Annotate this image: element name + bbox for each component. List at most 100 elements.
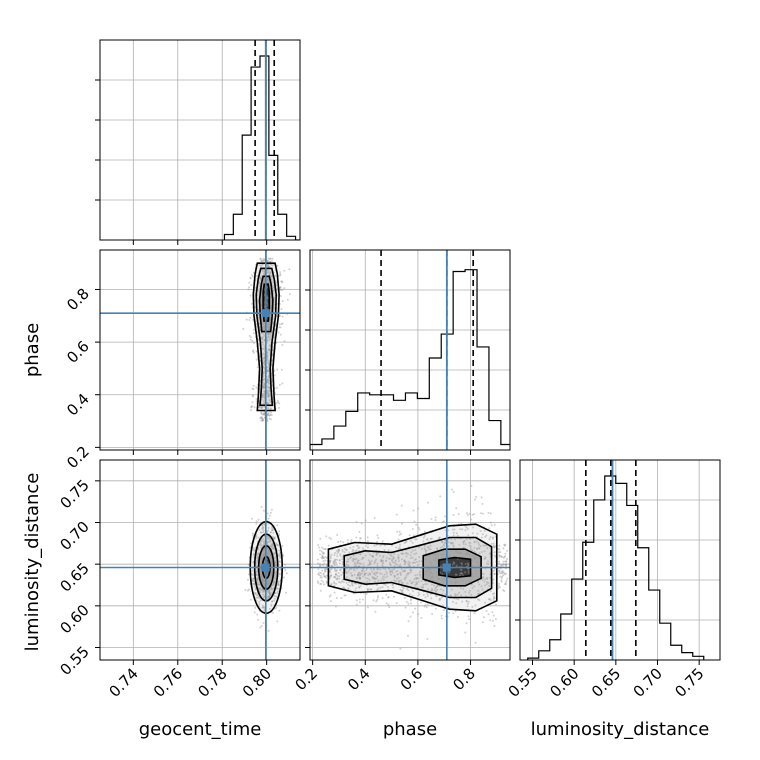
scatter-point bbox=[498, 555, 501, 558]
scatter-point bbox=[271, 547, 274, 550]
scatter-point bbox=[267, 526, 270, 529]
scatter-point bbox=[263, 405, 266, 408]
scatter-point bbox=[373, 572, 376, 575]
scatter-point bbox=[388, 606, 391, 609]
scatter-point bbox=[358, 577, 361, 580]
scatter-point bbox=[323, 548, 326, 551]
scatter-point bbox=[274, 564, 277, 567]
scatter-point bbox=[325, 556, 328, 559]
scatter-point bbox=[473, 546, 476, 549]
scatter-point bbox=[452, 545, 455, 548]
scatter-point bbox=[491, 536, 494, 539]
contour-line bbox=[438, 556, 472, 579]
scatter-point bbox=[451, 600, 454, 603]
scatter-point bbox=[262, 582, 265, 585]
scatter-point bbox=[440, 596, 443, 599]
scatter-point bbox=[252, 549, 255, 552]
scatter-point bbox=[324, 575, 327, 578]
scatter-point bbox=[447, 545, 450, 548]
scatter-point bbox=[263, 353, 266, 356]
scatter-point bbox=[492, 597, 495, 600]
scatter-point bbox=[473, 585, 476, 588]
y-tick-label: 0.55 bbox=[56, 643, 92, 679]
scatter-point bbox=[421, 586, 424, 589]
scatter-point bbox=[250, 336, 253, 339]
scatter-point bbox=[256, 579, 259, 582]
scatter-point bbox=[259, 562, 262, 565]
scatter-point bbox=[269, 539, 272, 542]
scatter-point bbox=[266, 295, 269, 298]
scatter-point bbox=[270, 562, 273, 565]
scatter-point bbox=[361, 598, 364, 601]
scatter-point bbox=[381, 540, 384, 543]
scatter-point bbox=[499, 563, 502, 566]
scatter-point bbox=[412, 611, 415, 614]
truth-marker bbox=[442, 563, 451, 572]
scatter-point bbox=[263, 548, 266, 551]
scatter-point bbox=[450, 588, 453, 591]
scatter-point bbox=[323, 568, 326, 571]
scatter-point bbox=[259, 557, 262, 560]
scatter-point bbox=[276, 590, 279, 593]
scatter-point bbox=[383, 548, 386, 551]
scatter-point bbox=[348, 551, 351, 554]
scatter-point bbox=[493, 523, 496, 526]
scatter-point bbox=[343, 586, 346, 589]
scatter-point bbox=[250, 405, 253, 408]
scatter-point bbox=[362, 556, 365, 559]
scatter-point bbox=[275, 595, 278, 598]
scatter-point bbox=[375, 558, 378, 561]
scatter-point bbox=[452, 491, 455, 494]
scatter-point bbox=[268, 607, 271, 610]
scatter-point bbox=[333, 582, 336, 585]
scatter-point bbox=[273, 374, 276, 377]
scatter-point bbox=[276, 368, 279, 371]
scatter-point bbox=[452, 544, 455, 547]
scatter-point bbox=[410, 582, 413, 585]
scatter-point bbox=[284, 569, 287, 572]
scatter-point bbox=[414, 583, 417, 586]
scatter-point bbox=[324, 548, 327, 551]
scatter-point bbox=[269, 407, 272, 410]
scatter-point bbox=[261, 606, 264, 609]
scatter-point bbox=[281, 382, 284, 385]
scatter-point bbox=[366, 588, 369, 591]
panel-frame bbox=[100, 40, 300, 240]
scatter-point bbox=[405, 574, 408, 577]
scatter-point bbox=[261, 413, 264, 416]
scatter-point bbox=[412, 580, 415, 583]
scatter-point bbox=[259, 567, 262, 570]
scatter-point bbox=[406, 582, 409, 585]
scatter-point bbox=[257, 518, 260, 521]
scatter-point bbox=[357, 574, 360, 577]
scatter-point bbox=[426, 583, 429, 586]
scatter-point bbox=[499, 554, 502, 557]
scatter-point bbox=[262, 386, 265, 389]
scatter-point bbox=[407, 560, 410, 563]
scatter-point bbox=[324, 570, 327, 573]
scatter-point bbox=[477, 576, 480, 579]
scatter-point bbox=[427, 588, 430, 591]
scatter-point bbox=[474, 604, 477, 607]
scatter-point bbox=[382, 559, 385, 562]
scatter-point bbox=[489, 512, 492, 515]
scatter-point bbox=[482, 544, 485, 547]
scatter-point bbox=[274, 571, 277, 574]
scatter-point bbox=[473, 556, 476, 559]
scatter-point bbox=[488, 584, 491, 587]
scatter-point bbox=[260, 260, 263, 263]
scatter-point bbox=[262, 333, 265, 336]
scatter-point bbox=[465, 552, 468, 555]
scatter-point bbox=[319, 537, 322, 540]
scatter-point bbox=[258, 583, 261, 586]
scatter-point bbox=[475, 561, 478, 564]
scatter-point bbox=[339, 540, 342, 543]
scatter-point bbox=[336, 555, 339, 558]
scatter-point bbox=[269, 593, 272, 596]
scatter-point bbox=[336, 552, 339, 555]
scatter-point bbox=[276, 544, 279, 547]
scatter-point bbox=[417, 580, 420, 583]
scatter-point bbox=[267, 589, 270, 592]
scatter-point bbox=[321, 555, 324, 558]
scatter-point bbox=[316, 580, 319, 583]
